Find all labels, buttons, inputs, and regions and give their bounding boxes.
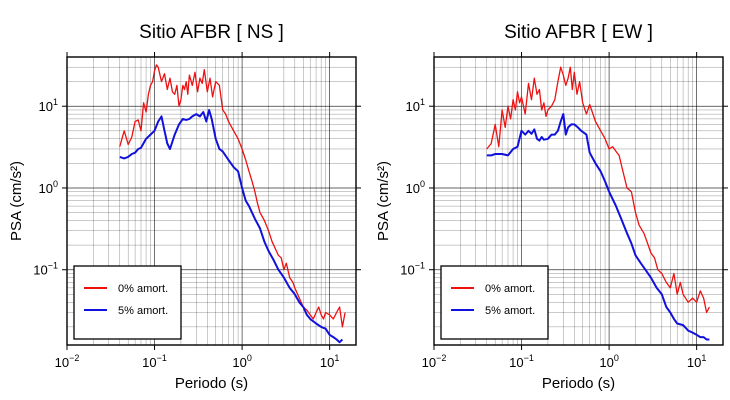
legend-label: 0% amort. bbox=[118, 283, 168, 295]
y-tick-label: 100 bbox=[406, 179, 425, 196]
chart-panel-1: 10−2 10−1 100 101 10−1 100 101 Sitio AFBR [ NS … bbox=[8, 22, 361, 392]
y-tick-label: 100 bbox=[39, 179, 58, 196]
legend: 0% amort. 5% amort. bbox=[73, 265, 182, 340]
x-tick-label: 101 bbox=[320, 353, 339, 370]
legend-label: 0% amort. bbox=[485, 283, 535, 295]
x-axis-label: Periodo (s) bbox=[175, 375, 248, 392]
x-tick-label: 10−1 bbox=[142, 353, 167, 370]
x-tick-label: 10−1 bbox=[509, 353, 534, 370]
chart-title: Sitio AFBR [ NS ] bbox=[139, 22, 284, 43]
y-axis-label: PSA (cm/s²) bbox=[375, 161, 392, 241]
legend-box bbox=[440, 265, 549, 340]
series-line-damping-0 bbox=[119, 64, 346, 328]
series-line-damping-5 bbox=[119, 109, 344, 344]
chart-title: Sitio AFBR [ EW ] bbox=[504, 22, 653, 43]
plot-frame bbox=[66, 56, 357, 346]
series-line-damping-5 bbox=[486, 113, 710, 341]
plot-frame bbox=[433, 56, 724, 346]
grid bbox=[66, 56, 357, 345]
x-tick-label: 100 bbox=[232, 353, 251, 370]
y-tick-label: 10−1 bbox=[33, 261, 58, 278]
x-tick-label: 10−2 bbox=[55, 353, 80, 370]
series-line-damping-0 bbox=[486, 66, 710, 314]
legend: 0% amort. 5% amort. bbox=[440, 265, 549, 340]
y-tick-label: 101 bbox=[39, 97, 58, 114]
x-tick-label: 100 bbox=[599, 353, 618, 370]
x-axis-label: Periodo (s) bbox=[542, 375, 615, 392]
legend-label: 5% amort. bbox=[118, 305, 168, 317]
y-axis-label: PSA (cm/s²) bbox=[8, 161, 25, 241]
x-tick-label: 101 bbox=[687, 353, 706, 370]
grid bbox=[433, 56, 724, 345]
y-tick-label: 10−1 bbox=[400, 261, 425, 278]
legend-label: 5% amort. bbox=[485, 305, 535, 317]
y-tick-label: 101 bbox=[406, 97, 425, 114]
x-tick-label: 10−2 bbox=[422, 353, 447, 370]
legend-box bbox=[73, 265, 182, 340]
chart-panel-2: 10−2 10−1 100 101 10−1 100 101 Sitio AFBR [ EW … bbox=[375, 22, 728, 392]
